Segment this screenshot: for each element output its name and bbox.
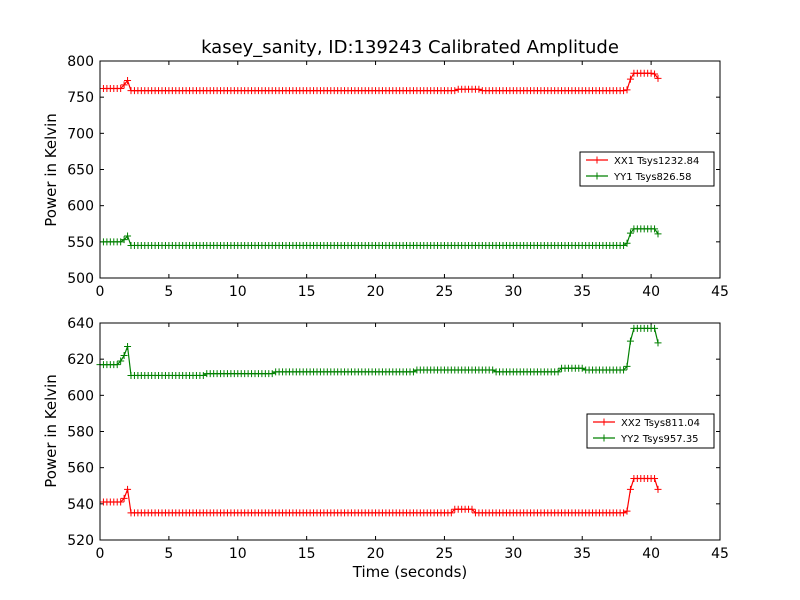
- legend-label: XX1 Tsys1232.84: [614, 156, 699, 167]
- x-tick-label: 45: [711, 546, 729, 562]
- data-point-marker: [124, 232, 132, 240]
- x-tick-label: 45: [711, 284, 729, 300]
- data-point-marker: [451, 87, 459, 95]
- legend-label: YY2 Tsys957.35: [620, 434, 699, 445]
- x-tick-label: 25: [436, 284, 454, 300]
- x-tick-label: 40: [642, 284, 660, 300]
- data-point-marker: [623, 507, 631, 515]
- data-point-marker: [626, 337, 634, 345]
- data-point-marker: [120, 236, 128, 244]
- data-point-marker: [124, 485, 132, 493]
- x-tick-label: 30: [504, 284, 522, 300]
- x-tick-label: 5: [164, 284, 173, 300]
- legend-marker: [593, 172, 601, 180]
- data-point-marker: [409, 368, 417, 376]
- x-tick-label: 35: [573, 284, 591, 300]
- y-tick-label: 750: [67, 90, 94, 106]
- x-tick-label: 35: [573, 546, 591, 562]
- x-tick-label: 10: [229, 284, 247, 300]
- data-point-marker: [268, 370, 276, 378]
- data-point-marker: [124, 77, 132, 85]
- data-point-marker: [651, 70, 659, 78]
- y-tick-label: 650: [67, 163, 94, 179]
- data-point-marker: [623, 239, 631, 247]
- y-axis-label: Power in Kelvin: [42, 374, 60, 488]
- data-point-marker: [647, 69, 655, 77]
- data-point-marker: [651, 475, 659, 483]
- x-tick-label: 40: [642, 546, 660, 562]
- y-tick-label: 520: [67, 533, 94, 549]
- data-point-marker: [199, 371, 207, 379]
- x-tick-label: 0: [96, 284, 105, 300]
- data-point-marker: [651, 324, 659, 332]
- x-tick-label: 0: [96, 546, 105, 562]
- data-point-marker: [626, 75, 634, 83]
- legend-marker: [600, 434, 608, 442]
- data-point-marker: [117, 84, 125, 92]
- x-tick-label: 15: [298, 284, 316, 300]
- y-tick-label: 620: [67, 352, 94, 368]
- top-panel: 0 5 10 15 20 25 30 35 40 45 500 550 600 650 700 750 800 P…: [42, 54, 729, 300]
- data-point-marker: [468, 505, 476, 513]
- y-tick-label: 600: [67, 199, 94, 215]
- bottom-panel: 0 5 10 15 20 25 30 35 40 45 520 540 560 580 600 620 640 P…: [42, 316, 729, 581]
- x-axis-label: Time (seconds): [352, 563, 468, 581]
- data-point-marker: [120, 352, 128, 360]
- data-point-marker: [620, 87, 628, 95]
- data-point-marker: [626, 485, 634, 493]
- legend-box: [579, 151, 715, 187]
- data-point-marker: [578, 364, 586, 372]
- legend-marker: [593, 156, 601, 164]
- y-tick-label: 580: [67, 425, 94, 441]
- data-point-marker: [554, 368, 562, 376]
- data-point-marker: [120, 81, 128, 89]
- data-point-marker: [117, 357, 125, 365]
- data-point-marker: [620, 509, 628, 517]
- data-point-marker: [475, 85, 483, 93]
- data-point-marker: [651, 225, 659, 233]
- legend-label: XX2 Tsys811.04: [621, 418, 700, 429]
- y-tick-label: 560: [67, 461, 94, 477]
- data-point-marker: [120, 494, 128, 502]
- y-tick-label: 640: [67, 316, 94, 332]
- y-tick-label: 700: [67, 126, 94, 142]
- axes-frame: [99, 322, 721, 541]
- data-point-marker: [654, 230, 662, 238]
- legend-marker: [600, 418, 608, 426]
- x-tick-label: 10: [229, 546, 247, 562]
- y-tick-label: 600: [67, 388, 94, 404]
- data-point-marker: [626, 229, 634, 237]
- y-tick-label: 500: [67, 271, 94, 287]
- y-tick-label: 540: [67, 497, 94, 513]
- x-tick-label: 20: [367, 284, 385, 300]
- data-point-marker: [117, 498, 125, 506]
- data-point-marker: [654, 339, 662, 347]
- x-tick-label: 15: [298, 546, 316, 562]
- data-point-marker: [489, 366, 497, 374]
- data-point-marker: [124, 343, 132, 351]
- legend-label: YY1 Tsys826.58: [613, 172, 692, 183]
- legend-box: [586, 413, 715, 449]
- x-tick-label: 20: [367, 546, 385, 562]
- data-point-marker: [654, 485, 662, 493]
- x-tick-label: 5: [164, 546, 173, 562]
- y-axis-label: Power in Kelvin: [42, 113, 60, 227]
- chart-title: kasey_sanity, ID:139243 Calibrated Ampli…: [201, 37, 619, 58]
- y-tick-label: 800: [67, 54, 94, 70]
- data-point-marker: [447, 509, 455, 517]
- data-point-marker: [654, 74, 662, 82]
- x-tick-label: 25: [436, 546, 454, 562]
- y-tick-label: 550: [67, 235, 94, 251]
- data-point-marker: [113, 361, 121, 369]
- x-tick-label: 30: [504, 546, 522, 562]
- data-point-marker: [623, 86, 631, 94]
- axes-frame: [99, 60, 721, 279]
- data-point-marker: [623, 362, 631, 370]
- data-point-marker: [620, 366, 628, 374]
